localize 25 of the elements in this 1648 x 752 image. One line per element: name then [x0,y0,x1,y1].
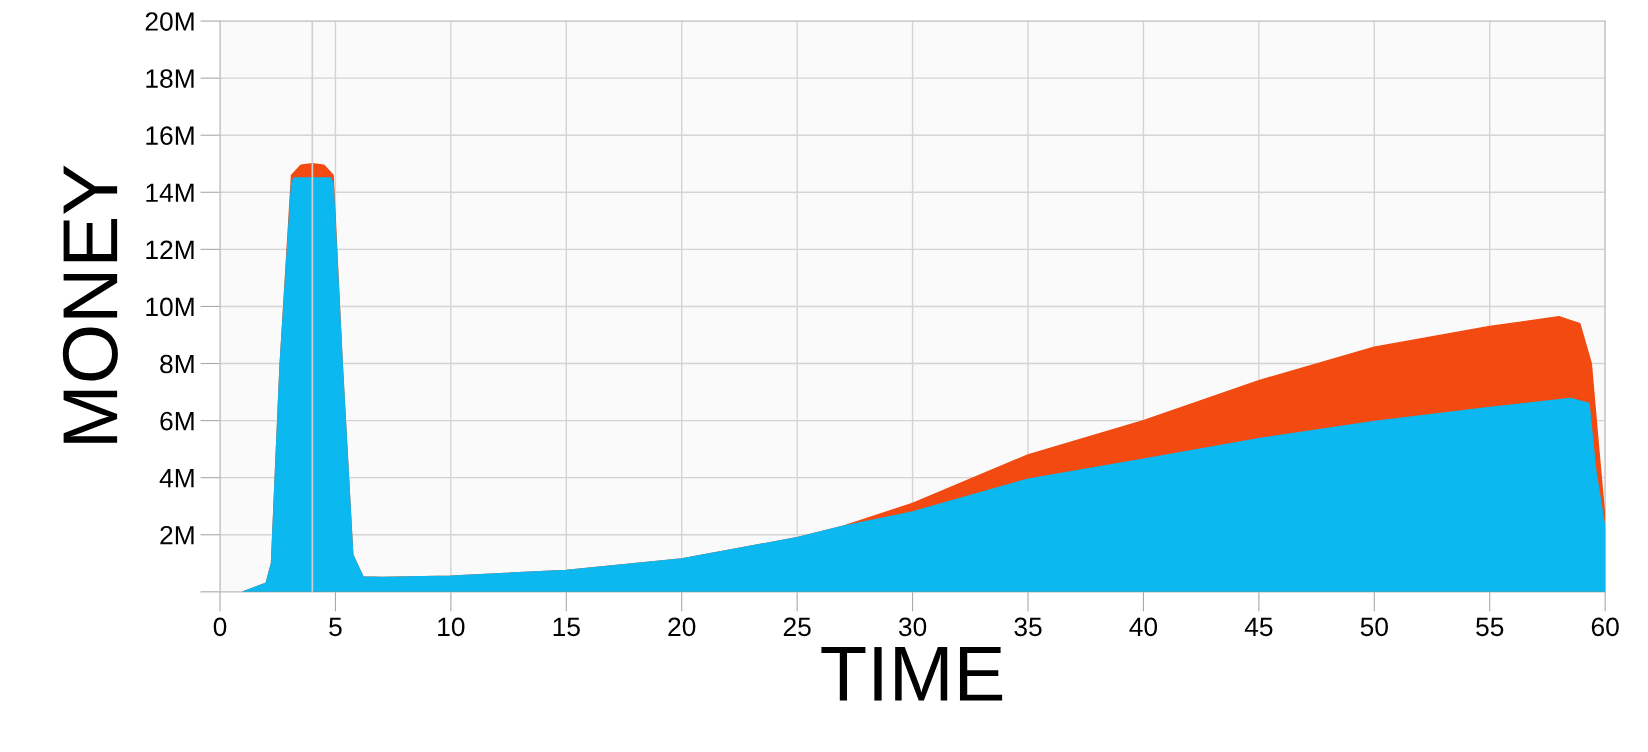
x-tick-label: 20 [668,617,696,637]
x-tick-label: 45 [1244,617,1273,637]
x-tick-label: 55 [1476,617,1504,637]
x-tick-label: 15 [553,617,580,637]
x-tick-label: 10 [438,617,465,637]
x-axis-title: TIME [821,647,1003,701]
x-tick-label: 35 [1014,617,1042,637]
y-tick-label: 18M [146,69,194,88]
y-tick-label: 12M [146,240,194,259]
y-tick-label: 6M [160,411,194,431]
y-tick-label: 4M [159,469,194,488]
y-tick-label: 10M [146,297,194,317]
x-tick-label: 60 [1591,617,1619,637]
y-axis-title: MONEY [62,165,118,443]
y-tick-label: 14M [146,183,194,202]
x-tick-label: 25 [783,617,811,637]
x-tick-label: 30 [898,617,927,637]
x-tick-label: 40 [1129,617,1158,637]
x-tick-label: 50 [1360,617,1388,637]
x-tick-label: 5 [329,617,342,637]
y-tick-label: 16M [146,126,194,146]
x-tick-label: 0 [213,617,227,637]
y-tick-label: 20M [145,12,194,31]
y-tick-label: 8M [160,354,194,374]
y-tick-label: 2M [160,525,194,545]
